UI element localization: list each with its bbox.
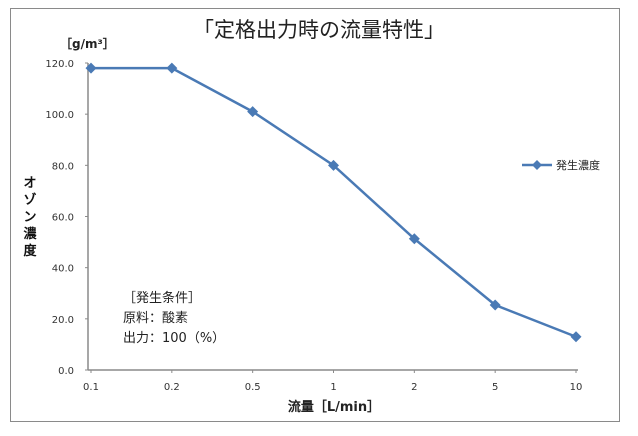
legend-marker bbox=[522, 160, 552, 170]
data-point bbox=[489, 299, 501, 311]
data-point bbox=[328, 159, 339, 171]
conditions-annotation: ［発生条件］ 原料：酸素 出力：100（%） bbox=[123, 289, 225, 349]
y-tick-label: 20.0 bbox=[52, 315, 74, 326]
x-tick-label: 0.5 bbox=[245, 382, 261, 393]
y-tick-label: 0.0 bbox=[58, 366, 74, 377]
y-tick-label: 120.0 bbox=[45, 59, 74, 70]
x-tick-label: 2 bbox=[411, 382, 417, 393]
series-line bbox=[91, 66, 577, 338]
data-point bbox=[166, 62, 178, 74]
x-axis-label: 流量［L/min］ bbox=[287, 400, 381, 415]
y-unit-label: ［g/m³］ bbox=[60, 37, 115, 51]
x-tick-label: 1 bbox=[330, 382, 336, 393]
legend: 発生濃度 bbox=[522, 157, 600, 173]
y-tick-label: 80.0 bbox=[52, 161, 74, 172]
chart-frame bbox=[10, 8, 620, 422]
y-tick-label: 40.0 bbox=[52, 264, 74, 275]
data-point bbox=[247, 106, 259, 118]
x-tick-label: 5 bbox=[492, 382, 498, 393]
annotation-line: 原料：酸素 bbox=[123, 311, 189, 326]
chart-title: 「定格出力時の流量特性」 bbox=[193, 18, 445, 42]
annotation-line: 出力：100（%） bbox=[123, 331, 226, 346]
data-point bbox=[570, 331, 582, 343]
y-tick-label: 100.0 bbox=[45, 110, 74, 121]
x-tick-label: 0.2 bbox=[164, 382, 180, 393]
y-axis-label: オゾン濃度 bbox=[23, 176, 37, 259]
data-point bbox=[408, 233, 420, 245]
x-tick-label: 0.1 bbox=[83, 382, 99, 393]
legend-label: 発生濃度 bbox=[556, 159, 600, 172]
x-tick-label: 10 bbox=[570, 382, 583, 393]
y-tick-label: 60.0 bbox=[52, 213, 74, 224]
data-point bbox=[85, 62, 97, 74]
annotation-line: ［発生条件］ bbox=[123, 291, 202, 306]
